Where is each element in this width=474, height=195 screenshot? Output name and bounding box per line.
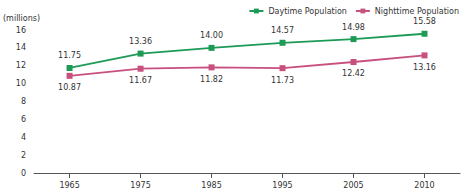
svg-text:11.73: 11.73 xyxy=(271,76,294,85)
svg-text:8: 8 xyxy=(21,97,26,106)
svg-text:Nighttime Population: Nighttime Population xyxy=(375,7,459,16)
svg-text:1975: 1975 xyxy=(130,181,150,190)
svg-text:1995: 1995 xyxy=(272,181,292,190)
svg-text:2: 2 xyxy=(21,151,26,160)
svg-text:13.36: 13.36 xyxy=(129,37,152,46)
svg-text:10.87: 10.87 xyxy=(58,83,81,92)
svg-text:6: 6 xyxy=(21,115,26,124)
svg-text:11.75: 11.75 xyxy=(58,51,81,60)
svg-text:2005: 2005 xyxy=(343,181,363,190)
svg-text:(millions): (millions) xyxy=(3,14,40,23)
svg-text:11.67: 11.67 xyxy=(129,76,152,85)
svg-text:12: 12 xyxy=(16,61,26,70)
svg-text:4: 4 xyxy=(21,133,26,142)
svg-text:15.58: 15.58 xyxy=(413,17,436,26)
svg-text:13.16: 13.16 xyxy=(413,63,436,72)
svg-text:1985: 1985 xyxy=(201,181,221,190)
svg-text:14: 14 xyxy=(16,43,26,52)
svg-text:Daytime Population: Daytime Population xyxy=(268,7,346,16)
svg-text:1965: 1965 xyxy=(59,181,79,190)
svg-text:11.82: 11.82 xyxy=(200,75,223,84)
svg-text:16: 16 xyxy=(16,26,26,35)
svg-text:12.42: 12.42 xyxy=(342,69,365,78)
svg-text:0: 0 xyxy=(21,169,26,178)
svg-text:14.57: 14.57 xyxy=(271,26,294,35)
svg-text:2010: 2010 xyxy=(414,181,434,190)
svg-text:14.00: 14.00 xyxy=(200,31,223,40)
svg-text:10: 10 xyxy=(16,79,26,88)
svg-text:14.98: 14.98 xyxy=(342,23,365,32)
